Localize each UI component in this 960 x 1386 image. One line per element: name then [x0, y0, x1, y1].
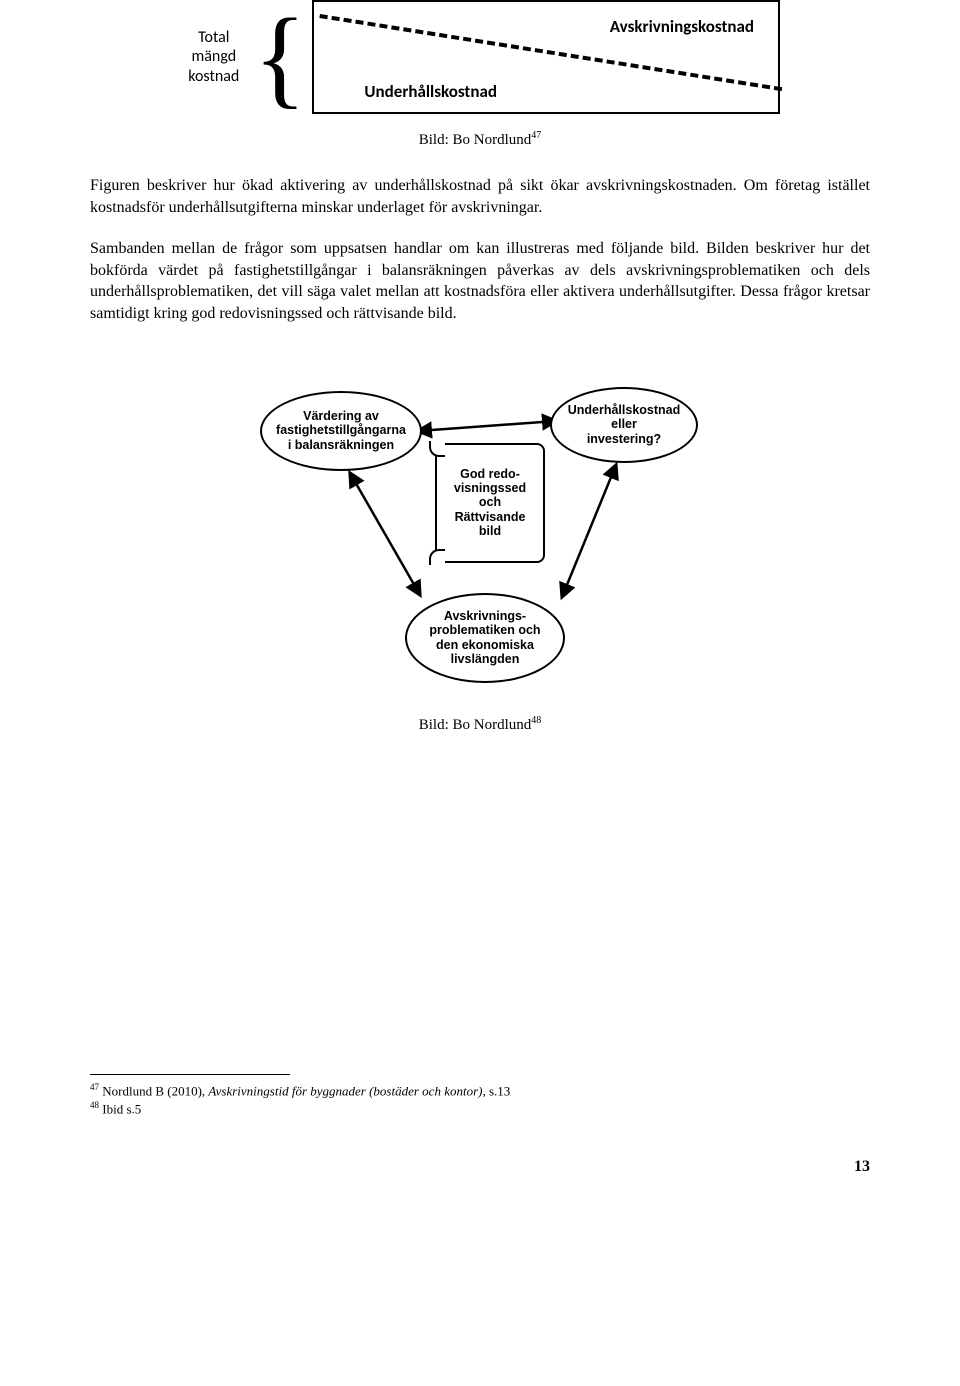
fig1-left-line2: mängd: [191, 47, 236, 66]
fig2-node-bottom: Avskrivnings- problematiken och den ekon…: [405, 593, 565, 683]
footnotes: 47 Nordlund B (2010), Avskrivningstid fö…: [90, 1081, 870, 1119]
footnote: 48 Ibid s.5: [90, 1099, 870, 1118]
fig1-left-line1: Total: [198, 28, 229, 47]
fig1-caption-sup: 47: [531, 130, 541, 141]
fig1-left-label: Total mängd kostnad: [180, 28, 248, 86]
fig2-arrow: [418, 421, 556, 431]
footnote-text: Ibid s.5: [99, 1102, 141, 1117]
scroll-curl-icon: [429, 549, 445, 565]
footnote-separator: [90, 1074, 290, 1075]
figure-2-caption: Bild: Bo Nordlund48: [260, 715, 700, 734]
paragraph-2: Sambanden mellan de frågor som uppsatsen…: [90, 238, 870, 324]
fig2-node-center: God redo- visningssed och Rättvisande bi…: [435, 443, 545, 563]
figure-2: Värdering av fastighetstillgångarna i ba…: [260, 365, 700, 734]
scroll-curl-icon: [429, 441, 445, 457]
footnote-tail: , s.13: [482, 1083, 510, 1098]
footnote-sup: 48: [90, 1100, 99, 1110]
fig1-caption-text: Bild: Bo Nordlund: [419, 132, 532, 148]
footnote-sup: 47: [90, 1082, 99, 1092]
fig2-node-label: Underhållskostnad eller investering?: [568, 403, 681, 446]
fig2-node-label: God redo- visningssed och Rättvisande bi…: [454, 467, 526, 539]
fig1-top-label: Avskrivningskostnad: [610, 16, 754, 37]
fig2-arrow: [350, 473, 420, 595]
fig2-node-label: Värdering av fastighetstillgångarna i ba…: [276, 409, 406, 452]
paragraph-1: Figuren beskriver hur ökad aktivering av…: [90, 175, 870, 218]
figure-1: Total mängd kostnad { Avskrivningskostna…: [90, 0, 870, 149]
footnote-text: Nordlund B (2010),: [99, 1083, 208, 1098]
fig2-caption-sup: 48: [531, 715, 541, 726]
page-number: 13: [90, 1158, 870, 1176]
figure-1-caption: Bild: Bo Nordlund47: [90, 130, 870, 149]
fig2-arrow: [562, 465, 616, 597]
fig1-brace: {: [254, 13, 307, 101]
figure-2-diagram: Värdering av fastighetstillgångarna i ba…: [260, 365, 700, 705]
fig2-node-label: Avskrivnings- problematiken och den ekon…: [429, 609, 540, 667]
footnote: 47 Nordlund B (2010), Avskrivningstid fö…: [90, 1081, 870, 1100]
fig2-node-right: Underhållskostnad eller investering?: [550, 387, 698, 463]
fig1-box: Avskrivningskostnad Underhållskostnad: [312, 0, 780, 114]
page: Total mängd kostnad { Avskrivningskostna…: [0, 0, 960, 1236]
fig1-bottom-label: Underhållskostnad: [364, 81, 497, 102]
fig2-node-left: Värdering av fastighetstillgångarna i ba…: [260, 391, 422, 471]
fig2-caption-text: Bild: Bo Nordlund: [419, 717, 532, 733]
footnote-italic: Avskrivningstid för byggnader (bostäder …: [208, 1083, 482, 1098]
fig1-left-line3: kostnad: [188, 67, 239, 86]
